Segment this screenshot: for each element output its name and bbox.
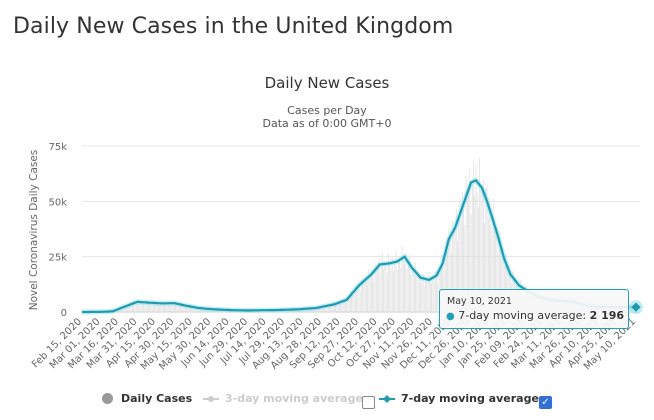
chart-title: Daily New Cases (264, 74, 390, 92)
y-axis-ticks: 0 25k 50k 75k (48, 142, 67, 319)
y-tick-label: 0 (61, 308, 67, 319)
gridlines (82, 145, 640, 313)
tooltip-series-label: 7-day moving average: (458, 309, 590, 322)
tooltip-series-dot-icon: ● (446, 311, 455, 322)
tooltip-value: 2 196 (589, 309, 625, 322)
y-tick-label: 75k (48, 142, 67, 153)
legend-label-3-day-average: 3-day moving average (225, 392, 363, 405)
legend-label-7-day-average: 7-day moving average (401, 392, 539, 405)
line-marker-legend-icon (203, 395, 219, 402)
y-tick-label: 50k (48, 197, 67, 208)
tooltip-value-line: ● 7-day moving average: 2 196 (446, 309, 624, 322)
circle-legend-icon (102, 393, 113, 404)
checkbox-3-day-average[interactable] (362, 396, 375, 409)
tooltip-date: May 10, 2021 (447, 296, 512, 307)
page-title: Daily New Cases in the United Kingdom (13, 14, 454, 39)
checkbox-7-day-average[interactable]: ✓ (539, 396, 552, 409)
y-tick-label: 25k (48, 253, 67, 264)
y-axis-label: Novel Coronavirus Daily Cases (28, 150, 40, 311)
legend-label-daily-cases: Daily Cases (121, 392, 193, 405)
legend-item-3-day-average[interactable]: 3-day moving average (203, 392, 363, 405)
chart-legend: Daily Cases 3-day moving average 7-day m… (0, 392, 654, 412)
line-marker-legend-icon (379, 394, 395, 403)
tooltip: May 10, 2021 ● 7-day moving average: 2 1… (439, 289, 629, 329)
legend-item-7-day-average[interactable]: 7-day moving average (379, 392, 539, 405)
legend-item-daily-cases[interactable]: Daily Cases (102, 392, 192, 405)
hover-point-marker[interactable] (631, 302, 641, 312)
chart-subtitle: Cases per Day (287, 104, 367, 117)
chart-data-timestamp: Data as of 0:00 GMT+0 (262, 117, 392, 130)
